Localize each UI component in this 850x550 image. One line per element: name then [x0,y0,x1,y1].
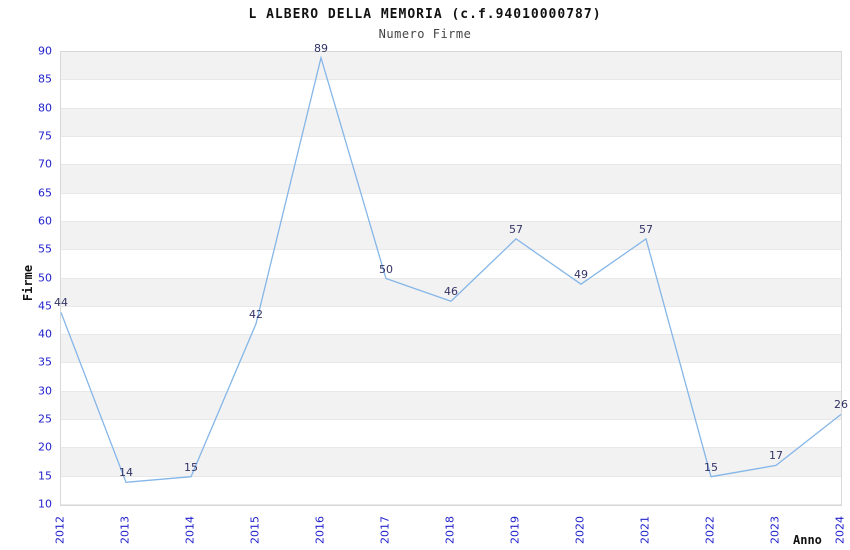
x-tick-label: 2019 [508,516,522,544]
grid-band [61,136,841,166]
plot-area: 44 14 15 42 89 50 46 57 49 57 15 17 26 [54,42,848,506]
grid-band [61,335,841,364]
y-tick-label: 40 [38,327,52,341]
grid-band [61,250,841,279]
data-point-label: 46 [444,285,458,299]
y-tick-label: 65 [38,186,52,200]
y-tick-label: 90 [38,44,52,58]
grid-band [61,108,841,137]
grid-band [61,193,841,222]
y-axis-title: Firme [21,264,35,302]
x-tick-label: 2022 [703,516,717,544]
data-point-label: 57 [639,222,653,236]
x-tick-label: 2018 [443,516,457,544]
x-tick-label: 2014 [183,516,197,544]
y-tick-label: 50 [38,271,52,284]
x-tick-label: 2021 [638,516,652,544]
grid-band [61,221,841,251]
data-point-label: 17 [769,449,783,463]
chart-subtitle: Numero Firme [378,27,472,41]
data-point-label: 26 [834,398,848,412]
grid-band [61,278,841,307]
x-tick-label: 2016 [313,516,327,544]
chart-line-svg [60,55,842,483]
y-tick-label: 45 [38,299,52,313]
data-point-label: 15 [704,460,718,474]
data-point-label: 15 [184,460,198,474]
y-tick-label: 80 [38,101,52,115]
y-tick-label: 55 [38,242,52,256]
grid-band [61,52,841,81]
grid-band [61,420,841,449]
x-tick-label: 2015 [248,516,262,544]
x-tick-label: 2023 [768,516,782,544]
y-tick-label: 25 [38,412,52,426]
y-tick-label: 60 [38,214,52,228]
data-point-label: 42 [249,307,263,321]
chart-title: L ALBERO DELLA MEMORIA (c.f.94010000787) [248,7,602,22]
x-axis-title: Anno [793,533,822,547]
data-point-label: 89 [314,41,328,55]
data-point-label: 49 [574,268,588,282]
x-tick-label: 2017 [378,516,392,544]
y-tick-label: 75 [38,129,52,143]
y-tick-label: 10 [38,497,52,511]
grid-band [61,306,841,336]
data-point-label: 14 [119,466,133,480]
y-tick-label: 85 [38,72,52,86]
grid-band [61,80,841,109]
y-tick-label: 20 [38,440,52,454]
grid-band [61,476,841,505]
x-tick-label: 2013 [118,516,132,544]
x-tick-label: 2024 [833,516,847,544]
data-point-label: 44 [54,296,68,310]
grid-band [61,448,841,477]
grid-band [61,165,841,194]
x-tick-label: 2012 [53,516,67,544]
grid-band [61,363,841,392]
grid-band [61,391,841,421]
y-tick-label: 35 [38,355,52,369]
data-point-label: 57 [509,222,523,236]
y-tick-label: 15 [38,469,52,483]
y-tick-label: 70 [38,157,52,171]
y-tick-label: 30 [38,384,52,398]
chart-line [60,55,842,483]
x-tick-label: 2020 [573,516,587,544]
data-point-label: 50 [379,262,393,276]
